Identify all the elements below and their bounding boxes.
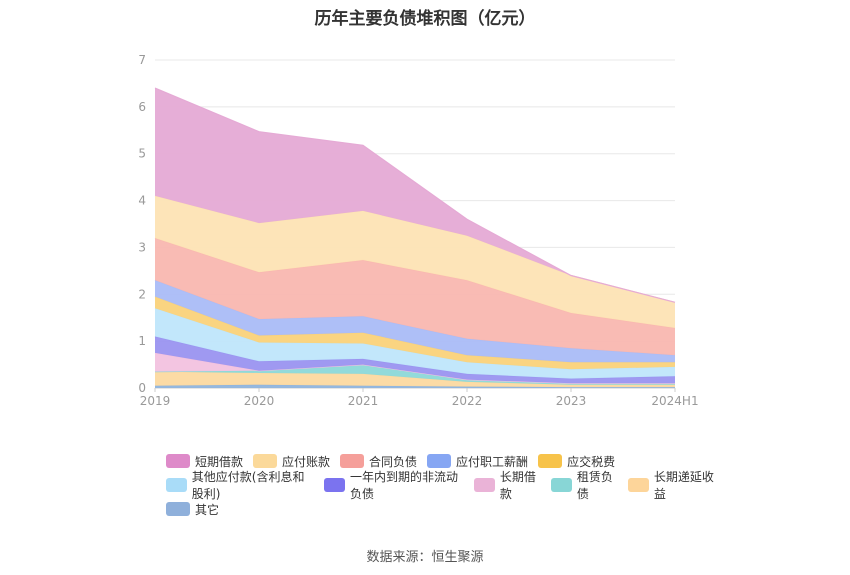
area-layer [154,87,676,388]
legend-label: 其它 [195,502,220,517]
area-series-9 [155,195,675,328]
legend-swatch [166,502,190,516]
y-tick-label: 7 [138,53,146,67]
legend-item[interactable]: 短期借款 [166,453,243,470]
area-series-8 [155,238,675,356]
y-tick-label: 3 [138,240,146,254]
x-tick-label: 2020 [244,394,275,408]
legend-swatch [427,454,452,468]
x-tick-label: 2021 [348,394,379,408]
legend-row: 短期借款 应付账款 合同负债 应付职工薪酬 应交税费 [166,449,726,473]
legend-swatch [538,454,563,468]
legend: 短期借款 应付账款 合同负债 应付职工薪酬 应交税费其他应付款(含利息和股利) 一年内到期… [166,449,726,521]
area-series-5 [155,308,675,379]
legend-item[interactable]: 长期借款 [474,468,541,502]
legend-item[interactable]: 一年内到期的非流动负债 [324,468,464,502]
axis-layer: 0 1 2 3 4 5 6 7 2019 2020 2021 2022 2023 2024H1 [138,53,698,408]
y-tick-label: 2 [138,287,146,301]
legend-label: 合同负债 [369,454,418,469]
y-tick-label: 4 [138,194,146,208]
legend-label: 长期借款 [499,470,536,501]
x-tick-label: 2023 [556,394,587,408]
x-tick-label: 2019 [140,394,171,408]
chart-title: 历年主要负债堆积图（亿元） [314,9,536,29]
source-note: 数据来源：恒生聚源 [366,550,484,565]
legend-item[interactable]: 其它 [166,501,219,518]
legend-item[interactable]: 长期递延收益 [628,468,716,502]
legend-swatch [166,478,187,492]
legend-item[interactable]: 应付职工薪酬 [427,453,528,470]
y-tick-label: 6 [138,100,146,114]
area-series-4 [155,336,675,384]
legend-label: 应付账款 [282,454,331,469]
legend-label: 短期借款 [195,454,244,469]
legend-label: 租赁负债 [576,470,613,501]
x-tick-label: 2022 [452,394,483,408]
legend-swatch [253,454,278,468]
legend-label: 一年内到期的非流动负债 [349,470,458,501]
area-series-1 [155,371,675,388]
legend-item[interactable]: 租赁负债 [551,468,618,502]
legend-item[interactable]: 应付账款 [253,453,330,470]
legend-label: 其他应付款(含利息和股利) [191,470,305,501]
legend-item[interactable]: 应交税费 [538,453,615,470]
legend-label: 应交税费 [567,454,616,469]
legend-item[interactable]: 合同负债 [340,453,417,470]
legend-row: 其它 [166,497,726,521]
legend-label: 长期递延收益 [653,470,714,501]
area-series-7 [155,280,675,363]
legend-swatch [324,478,345,492]
y-tick-label: 5 [138,147,146,161]
legend-swatch [166,454,190,468]
y-tick-label: 0 [138,381,146,395]
legend-swatch [340,454,365,468]
area-series-10 [155,88,675,303]
x-tick-label: 2024H1 [651,394,698,408]
y-tick-label: 1 [138,334,146,348]
area-series-edge-10 [154,87,676,303]
legend-swatch [474,478,495,492]
legend-row: 其他应付款(含利息和股利) 一年内到期的非流动负债 长期借款 租赁负债 长期递延收益 [166,470,726,501]
legend-item[interactable]: 其他应付款(含利息和股利) [166,468,314,502]
legend-label: 应付职工薪酬 [456,454,529,469]
legend-swatch [628,478,649,492]
legend-swatch [551,478,572,492]
